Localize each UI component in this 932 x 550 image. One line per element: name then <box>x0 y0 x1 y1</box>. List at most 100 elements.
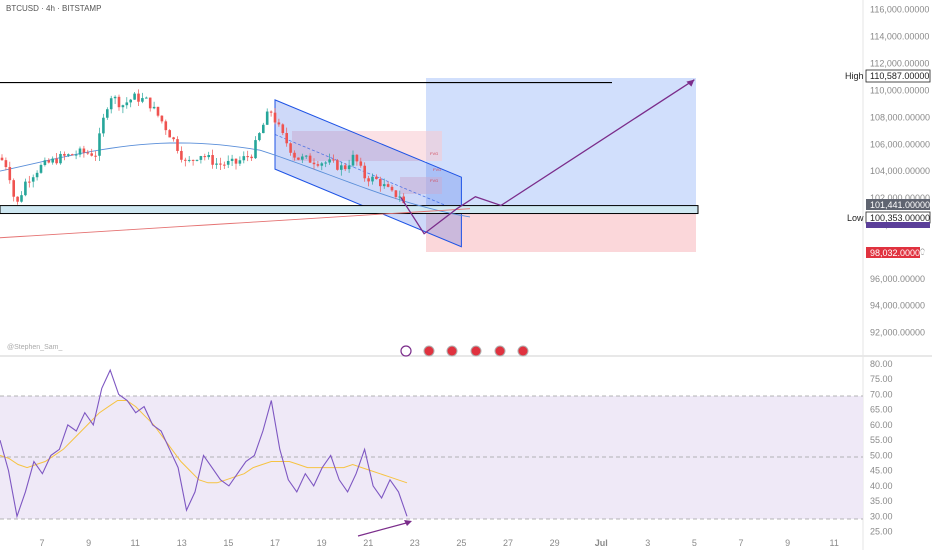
candle-body <box>39 165 43 173</box>
purple-price-tag <box>866 222 930 228</box>
candle-body <box>195 159 199 161</box>
rsi-tick-label: 50.00 <box>870 450 893 460</box>
candle-body <box>375 176 378 180</box>
candle-body <box>137 93 140 102</box>
projection-path <box>400 79 695 235</box>
time-axis: 7 9 11 13 15 17 19 21 23 25 27 29 Jul 3 5 7 9 11 <box>39 538 838 548</box>
candle-body <box>180 150 183 160</box>
candle-body <box>223 164 226 166</box>
candle-body <box>207 155 210 158</box>
time-tick-label: 25 <box>456 538 466 548</box>
candle-body <box>332 159 335 161</box>
high-label: High <box>845 71 864 81</box>
time-tick-label: 7 <box>39 538 44 548</box>
price-tick-label: 104,000.00000 <box>870 166 930 176</box>
projection-arrowhead <box>686 79 695 87</box>
ma-blue <box>0 142 471 218</box>
fvg-tag-3: FVG <box>430 178 438 183</box>
candle-body <box>125 102 129 106</box>
candle-body <box>390 186 394 191</box>
support-zone <box>0 205 699 215</box>
event-icon-1[interactable] <box>400 345 412 357</box>
candle-body <box>172 137 175 140</box>
time-tick-label: 15 <box>223 538 233 548</box>
rsi-tick-label: 40.00 <box>870 481 893 491</box>
price-tick-label: 112,000.00000 <box>870 59 929 69</box>
rsi-tick-label: 45.00 <box>870 466 893 476</box>
candle-body <box>168 130 171 138</box>
target-price-value: 98,032.00000 <box>870 248 925 258</box>
flag-icon-5[interactable] <box>517 345 529 357</box>
candle-body <box>402 196 405 203</box>
candle-body <box>12 180 15 197</box>
candle-body <box>340 165 343 170</box>
rsi-tick-label: 80.00 <box>870 359 893 369</box>
candle-body <box>394 190 398 197</box>
target-price-tag <box>866 247 920 258</box>
candle-body <box>148 97 152 109</box>
candle-body <box>121 105 125 108</box>
candle-body <box>184 159 187 161</box>
candle-body <box>363 165 366 179</box>
candle-body <box>117 96 121 108</box>
candle-body <box>102 117 105 134</box>
price-tick-label: 92,000.00000 <box>870 328 925 338</box>
candle-body <box>324 162 327 164</box>
flag-icon-1[interactable] <box>423 345 435 357</box>
candle-body <box>320 163 324 166</box>
time-tick-label: 9 <box>785 538 790 548</box>
price-tick-label: 114,000.00000 <box>870 32 929 42</box>
attribution: @Stephen_Sam_ <box>7 344 63 351</box>
candle-body <box>219 163 222 165</box>
candle-body <box>304 155 308 157</box>
flag-icon-3[interactable] <box>470 345 482 357</box>
rsi-tick-label: 60.00 <box>870 420 893 430</box>
current-price-value: 101,441.00000 <box>870 200 930 210</box>
candle-body <box>51 158 54 163</box>
candle-body <box>35 172 39 178</box>
price-tick-label: 102,000.00000 <box>870 193 930 203</box>
candle-body <box>254 140 257 159</box>
low-label: Low <box>847 213 864 223</box>
candle-body <box>371 176 374 182</box>
candle-body <box>8 167 12 181</box>
rsi-tick-label: 70.00 <box>870 389 893 399</box>
flag-icon-4[interactable] <box>494 345 506 357</box>
candle-body <box>308 155 312 163</box>
moving-averages <box>0 142 471 239</box>
price-tick-label: 96,000.00000 <box>870 274 925 284</box>
price-tick-label: 116,000.00000 <box>870 5 929 15</box>
time-tick-label: 23 <box>410 538 420 548</box>
candle-body <box>250 156 253 159</box>
candle-body <box>262 124 265 134</box>
candle-body <box>398 196 402 198</box>
candle-body <box>289 143 292 153</box>
candle-body <box>94 155 97 157</box>
candle-body <box>20 195 23 202</box>
divergence-arrowhead <box>404 520 412 526</box>
candle-body <box>199 156 203 160</box>
price-tick-label: 106,000.00000 <box>870 139 930 149</box>
candle-body <box>28 181 31 183</box>
current-price-tag <box>866 199 930 210</box>
candle-body <box>203 156 207 158</box>
candle-body <box>164 121 168 131</box>
time-tick-label: Jul <box>595 538 608 548</box>
time-tick-label: 27 <box>503 538 513 548</box>
candle-body <box>145 97 148 99</box>
candle-body <box>82 148 86 153</box>
candle-body <box>246 156 249 158</box>
time-tick-label: 11 <box>830 538 839 548</box>
flag-icon-2[interactable] <box>446 345 458 357</box>
candle-body <box>343 165 347 170</box>
candle-body <box>347 165 351 170</box>
price-tick-label: 94,000.00000 <box>870 301 925 311</box>
rsi-ma-line <box>0 400 408 484</box>
candle-body <box>31 177 35 182</box>
event-icons[interactable] <box>400 345 529 357</box>
candlestick-series <box>0 89 405 205</box>
candle-body <box>55 158 58 164</box>
candle-body <box>258 133 261 141</box>
candle-body <box>230 158 234 161</box>
candle-body <box>187 159 191 161</box>
